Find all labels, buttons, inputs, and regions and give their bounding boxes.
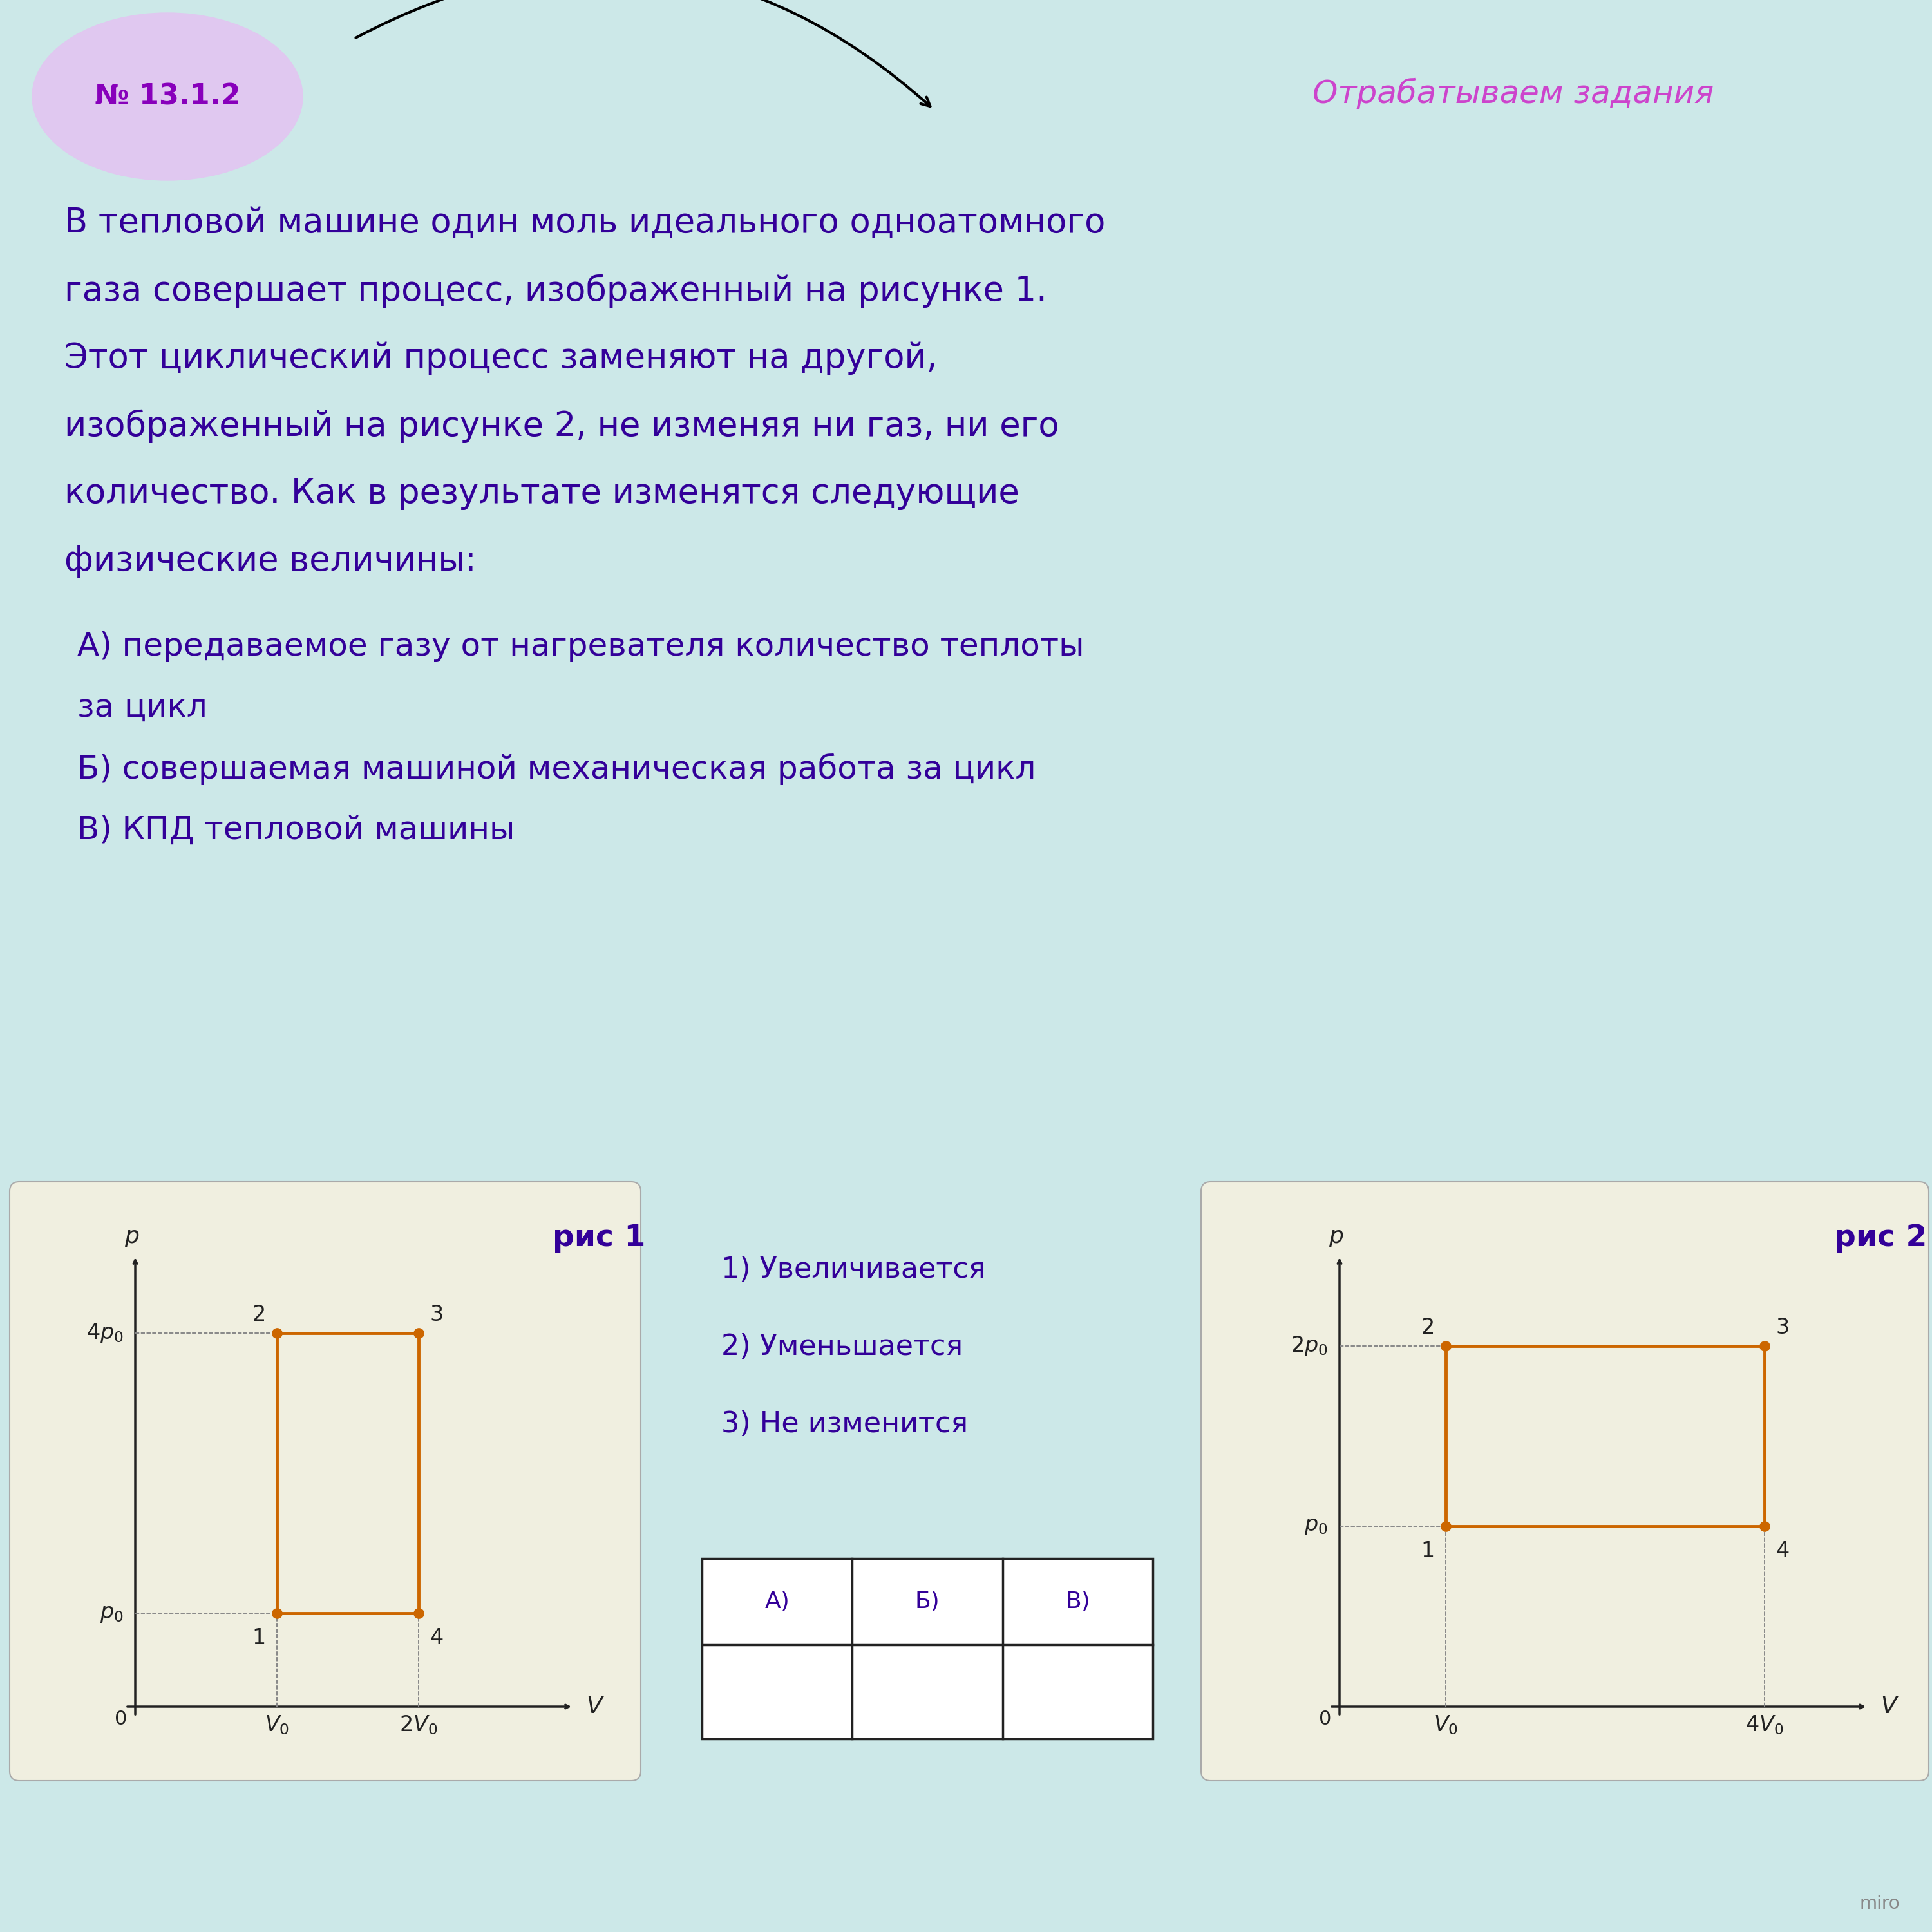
Text: 4: 4 [1776,1540,1789,1561]
FancyArrowPatch shape [355,0,929,106]
Text: 1: 1 [1420,1540,1435,1561]
Text: 0: 0 [1320,1710,1331,1729]
Text: газа совершает процесс, изображенный на рисунке 1.: газа совершает процесс, изображенный на … [64,274,1047,307]
Text: 0: 0 [114,1710,128,1729]
Text: 4: 4 [429,1627,444,1648]
Text: p: p [1329,1225,1343,1248]
Text: А) передаваемое газу от нагревателя количество теплоты: А) передаваемое газу от нагревателя коли… [77,632,1084,663]
Text: 1) Увеличивается: 1) Увеличивается [721,1256,985,1283]
Text: рис 1: рис 1 [553,1223,645,1252]
Text: А): А) [765,1590,790,1613]
Text: В) КПД тепловой машины: В) КПД тепловой машины [77,815,514,846]
Text: 3) Не изменится: 3) Не изменится [721,1410,968,1437]
Text: $2p_0$: $2p_0$ [1291,1335,1327,1358]
Text: 2: 2 [1420,1318,1435,1339]
Text: Этот циклический процесс заменяют на другой,: Этот циклический процесс заменяют на дру… [64,342,937,375]
Text: $V_0$: $V_0$ [1434,1714,1459,1737]
Text: $p_0$: $p_0$ [100,1604,124,1623]
Text: В): В) [1065,1590,1090,1613]
Text: $4p_0$: $4p_0$ [87,1321,124,1345]
Text: p: p [126,1225,139,1248]
Ellipse shape [33,14,303,180]
Text: 2) Уменьшается: 2) Уменьшается [721,1333,962,1360]
Text: рис 2: рис 2 [1833,1223,1926,1252]
Text: 3: 3 [429,1304,444,1325]
Text: 1: 1 [251,1627,267,1648]
Text: 3: 3 [1776,1318,1789,1339]
Bar [701,1559,1153,1739]
Text: физические величины:: физические величины: [64,545,477,578]
Text: $4V_0$: $4V_0$ [1745,1714,1783,1737]
Text: 2: 2 [251,1304,267,1325]
Text: V: V [585,1696,603,1718]
Text: V: V [1880,1696,1897,1718]
Text: за цикл: за цикл [77,692,207,723]
Text: Отрабатываем задания: Отрабатываем задания [1312,77,1714,110]
Text: $p_0$: $p_0$ [1304,1515,1327,1538]
Text: Б): Б) [916,1590,939,1613]
Text: изображенный на рисунке 2, не изменяя ни газ, ни его: изображенный на рисунке 2, не изменяя ни… [64,410,1059,442]
FancyBboxPatch shape [10,1182,641,1781]
Text: Б) совершаемая машиной механическая работа за цикл: Б) совершаемая машиной механическая рабо… [77,753,1036,784]
Text: $V_0$: $V_0$ [265,1714,290,1737]
Text: miro: miro [1859,1895,1899,1913]
Text: № 13.1.2: № 13.1.2 [95,83,240,110]
FancyBboxPatch shape [1202,1182,1928,1781]
Text: В тепловой машине один моль идеального одноатомного: В тепловой машине один моль идеального о… [64,207,1105,240]
Text: $2V_0$: $2V_0$ [400,1714,439,1737]
Text: количество. Как в результате изменятся следующие: количество. Как в результате изменятся с… [64,477,1020,510]
